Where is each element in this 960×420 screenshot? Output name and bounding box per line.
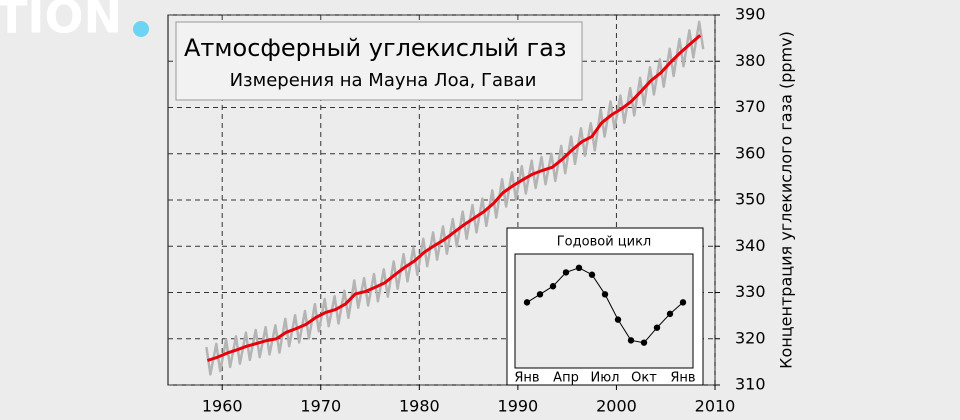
x-tick-label: 2000 — [596, 397, 637, 416]
inset-x-tick-label: Июл — [591, 371, 620, 386]
watermark: TION — [0, 0, 122, 44]
inset-x-tick-label: Янв — [670, 371, 695, 386]
y-tick-label: 360 — [735, 143, 766, 162]
inset-point — [575, 264, 583, 272]
inset-point — [536, 291, 544, 298]
inset-x-tick-label: Янв — [514, 371, 539, 386]
title-box — [175, 21, 583, 101]
chart-subtitle: Измерения на Мауна Лоа, Гаваи — [230, 70, 537, 91]
inset-point — [523, 299, 531, 306]
x-tick-label: 1970 — [300, 397, 341, 416]
y-axis-label: Концентрация углекислого газа (ppmv) — [777, 31, 796, 369]
x-tick-label: 1960 — [202, 397, 243, 416]
y-tick-label: 340 — [735, 236, 766, 255]
x-tick-label: 1980 — [399, 397, 440, 416]
inset-point — [588, 271, 596, 278]
inset-point — [601, 291, 609, 298]
inset-point — [666, 310, 674, 318]
inset-point — [614, 316, 622, 323]
inset-title: Годовой цикл — [557, 235, 651, 250]
inset-point — [549, 283, 557, 290]
x-tick-label: 2010 — [695, 397, 736, 416]
inset-plot-area — [514, 253, 694, 369]
inset-point — [679, 299, 687, 306]
y-tick-label: 310 — [735, 375, 766, 394]
inset-point — [627, 337, 635, 344]
inset-x-tick-label: Апр — [553, 371, 579, 386]
y-tick-label: 370 — [735, 97, 766, 116]
inset-x-tick-label: Окт — [631, 371, 657, 386]
y-tick-label: 350 — [735, 190, 766, 209]
inset-point — [653, 324, 661, 331]
y-tick-label: 330 — [735, 282, 766, 301]
watermark-dot — [133, 21, 149, 37]
y-tick-label: 390 — [735, 5, 766, 24]
chart-title: Атмосферный углекислый газ — [184, 34, 567, 62]
x-tick-label: 1990 — [498, 397, 539, 416]
inset-point — [640, 339, 648, 346]
y-tick-label: 380 — [735, 51, 766, 70]
y-tick-label: 320 — [735, 328, 766, 347]
inset-point — [562, 269, 570, 276]
data-line — [206, 34, 702, 362]
